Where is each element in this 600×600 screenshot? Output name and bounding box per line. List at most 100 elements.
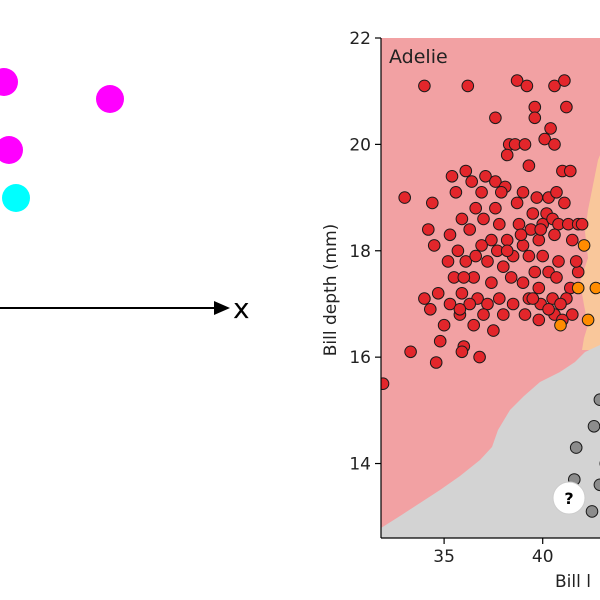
data-point bbox=[530, 191, 544, 204]
data-point bbox=[455, 212, 469, 226]
data-point bbox=[422, 223, 435, 236]
x-axis-arrowhead bbox=[214, 301, 230, 315]
data-point bbox=[475, 239, 488, 252]
data-point bbox=[566, 308, 579, 321]
y-tick-label: 20 bbox=[349, 135, 371, 155]
data-point bbox=[514, 228, 528, 242]
data-point bbox=[577, 239, 591, 252]
data-point bbox=[587, 420, 600, 433]
data-point bbox=[548, 228, 561, 242]
data-point bbox=[477, 212, 490, 226]
data-point bbox=[536, 249, 550, 263]
region-gentoo bbox=[381, 345, 600, 538]
data-point bbox=[504, 271, 518, 284]
data-point bbox=[558, 196, 571, 210]
data-point bbox=[571, 281, 585, 295]
help-icon[interactable] bbox=[552, 481, 586, 515]
data-point bbox=[560, 100, 573, 114]
region-label-adelie: Adelie bbox=[389, 46, 448, 68]
data-point bbox=[489, 201, 502, 215]
data-point bbox=[518, 138, 532, 151]
data-point bbox=[532, 233, 546, 247]
data-point bbox=[489, 111, 502, 125]
data-point bbox=[455, 345, 469, 359]
data-point bbox=[512, 217, 526, 231]
data-point bbox=[548, 79, 561, 93]
data-point bbox=[569, 441, 583, 454]
data-point bbox=[449, 186, 463, 199]
data-point bbox=[564, 164, 577, 178]
data-point bbox=[469, 249, 483, 263]
data-point bbox=[554, 318, 567, 332]
data-point bbox=[433, 334, 447, 348]
data-point bbox=[526, 292, 540, 305]
data-point bbox=[398, 191, 412, 204]
data-point bbox=[528, 265, 542, 279]
data-point bbox=[550, 271, 563, 284]
y-tick-label: 18 bbox=[349, 242, 371, 262]
data-point bbox=[542, 303, 555, 316]
data-point bbox=[538, 132, 552, 146]
data-point bbox=[500, 244, 514, 258]
data-point bbox=[528, 111, 542, 125]
data-point bbox=[381, 377, 390, 390]
data-point bbox=[426, 196, 439, 210]
x-tick-label: 35 bbox=[433, 547, 455, 567]
data-point bbox=[526, 207, 540, 220]
data-point bbox=[429, 356, 443, 369]
data-point bbox=[548, 138, 561, 151]
data-point bbox=[441, 255, 455, 268]
data-point bbox=[497, 308, 510, 321]
data-point bbox=[516, 239, 530, 252]
data-point bbox=[479, 170, 492, 183]
data-point bbox=[554, 297, 567, 311]
magenta-point bbox=[0, 68, 18, 96]
magenta-point bbox=[0, 136, 23, 164]
data-point bbox=[459, 164, 473, 178]
data-point bbox=[475, 186, 488, 199]
data-point bbox=[522, 249, 536, 263]
data-point bbox=[550, 186, 563, 199]
data-point bbox=[467, 318, 481, 332]
data-point bbox=[463, 297, 477, 311]
x-axis-label: x bbox=[233, 292, 250, 325]
data-point bbox=[465, 175, 479, 188]
data-point bbox=[506, 297, 520, 311]
help-button[interactable]: ? bbox=[552, 481, 586, 515]
data-point bbox=[485, 276, 498, 290]
data-point bbox=[497, 260, 510, 274]
x-tick-label: 40 bbox=[532, 547, 554, 567]
data-point bbox=[532, 313, 546, 327]
data-point bbox=[461, 79, 475, 93]
data-point bbox=[493, 292, 506, 305]
data-point bbox=[500, 148, 514, 162]
data-point bbox=[485, 233, 498, 247]
data-point bbox=[566, 233, 579, 247]
data-point bbox=[500, 233, 514, 247]
data-point bbox=[585, 505, 599, 518]
data-point bbox=[418, 79, 431, 93]
data-point bbox=[510, 74, 524, 87]
x-axis-title: Bill l bbox=[555, 572, 591, 592]
data-point bbox=[463, 223, 477, 236]
data-point bbox=[589, 281, 600, 295]
data-point bbox=[427, 239, 441, 252]
data-point bbox=[571, 265, 585, 279]
data-point bbox=[453, 303, 467, 316]
data-point bbox=[445, 170, 459, 183]
data-points bbox=[381, 74, 600, 518]
magenta-point bbox=[96, 85, 124, 113]
data-point bbox=[581, 313, 595, 327]
data-point bbox=[532, 281, 546, 295]
data-point bbox=[418, 292, 431, 305]
data-point bbox=[487, 324, 500, 337]
data-point bbox=[424, 303, 437, 316]
data-point bbox=[552, 255, 565, 268]
data-point bbox=[495, 186, 508, 199]
data-point bbox=[489, 175, 502, 188]
data-point bbox=[473, 350, 486, 364]
decision-region-chart: 14 16 18 20 22 35 40 Adelie Bill depth (mm) Bi… bbox=[321, 29, 600, 592]
left-diagram: x bbox=[0, 68, 250, 325]
data-point bbox=[431, 287, 445, 300]
